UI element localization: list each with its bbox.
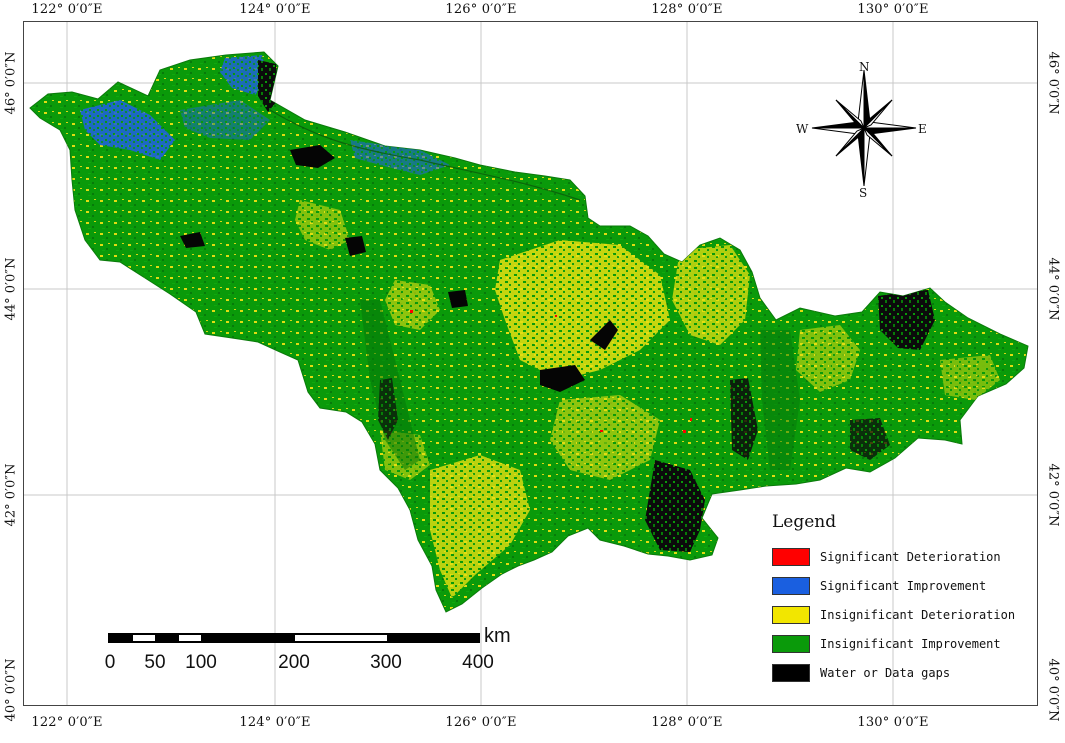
legend-label: Significant Deterioration bbox=[820, 549, 1001, 564]
water-zone-lake-4 bbox=[590, 320, 618, 350]
water-zone-southeast bbox=[645, 460, 705, 552]
yellow-zone-east bbox=[796, 325, 860, 392]
legend-item-significant-deterioration: Significant Deterioration bbox=[772, 542, 1015, 571]
water-zone-east-2 bbox=[850, 418, 890, 460]
yellow-zone-south bbox=[430, 455, 530, 598]
legend-label: Water or Data gaps bbox=[820, 665, 951, 680]
dark-green-strip-east bbox=[760, 330, 800, 470]
lat-label-left-42: 42° 0′0″N bbox=[3, 463, 19, 527]
yellow-zone-west-strip bbox=[295, 200, 350, 250]
water-zone-lake-3 bbox=[540, 365, 585, 392]
lat-label-right-46: 46° 0′0″N bbox=[1045, 51, 1061, 115]
lat-label-left-40: 40° 0′0″N bbox=[3, 658, 19, 722]
legend-label: Significant Improvement bbox=[820, 578, 987, 593]
legend: Legend Significant Deterioration Signifi… bbox=[772, 512, 1015, 687]
water-zone-lake-5 bbox=[448, 290, 468, 308]
scale-label-200: 200 bbox=[278, 652, 310, 673]
lon-label-bottom-124: 124° 0′0″E bbox=[239, 715, 311, 730]
yellow-zone-south-center bbox=[550, 395, 660, 480]
scale-segment-white-2 bbox=[179, 635, 201, 641]
blue-zone-north bbox=[220, 55, 268, 95]
water-zone-east bbox=[878, 290, 935, 350]
lon-label-bottom-130: 130° 0′0″E bbox=[857, 715, 929, 730]
legend-swatch-black bbox=[772, 663, 810, 682]
red-specks bbox=[410, 310, 692, 433]
blue-zone-northwest bbox=[80, 100, 175, 160]
scale-label-50: 50 bbox=[144, 652, 166, 673]
legend-label: Insignificant Improvement bbox=[820, 636, 1001, 651]
lat-label-left-44: 44° 0′0″N bbox=[3, 257, 19, 321]
water-zone-center-strip bbox=[730, 378, 758, 460]
compass-north-label: N bbox=[859, 60, 870, 74]
compass-south-label: S bbox=[859, 186, 868, 200]
lat-label-right-44: 44° 0′0″N bbox=[1045, 257, 1061, 321]
water-zone-lake-1 bbox=[290, 145, 335, 168]
lon-label-top-126: 126° 0′0″E bbox=[445, 2, 517, 17]
yellow-zone-west-2 bbox=[385, 280, 440, 330]
lon-label-bottom-128: 128° 0′0″E bbox=[651, 715, 723, 730]
yellow-zone-far-east bbox=[940, 355, 1000, 400]
scale-label-0: 0 bbox=[104, 652, 116, 673]
study-region bbox=[29, 51, 1029, 613]
lat-label-right-40: 40° 0′0″N bbox=[1045, 658, 1061, 722]
legend-item-significant-improvement: Significant Improvement bbox=[772, 571, 1015, 600]
lon-label-top-130: 130° 0′0″E bbox=[857, 2, 929, 17]
compass-east-label: E bbox=[918, 122, 927, 136]
scale-label-300: 300 bbox=[370, 652, 402, 673]
lat-label-right-42: 42° 0′0″N bbox=[1045, 463, 1061, 527]
legend-swatch-blue bbox=[772, 576, 810, 595]
scale-unit-label: km bbox=[484, 625, 511, 647]
lon-label-top-128: 128° 0′0″E bbox=[651, 2, 723, 17]
compass-west-label: W bbox=[796, 122, 809, 136]
blue-zone-north-2 bbox=[350, 140, 450, 175]
blue-zone-west bbox=[180, 100, 270, 140]
legend-swatch-yellow bbox=[772, 605, 810, 624]
legend-swatch-green bbox=[772, 634, 810, 653]
water-zone-west-strip bbox=[378, 378, 398, 440]
river-line bbox=[269, 109, 581, 201]
lon-label-bottom-126: 126° 0′0″E bbox=[445, 715, 517, 730]
scale-label-100: 100 bbox=[185, 652, 217, 673]
legend-swatch-red bbox=[772, 547, 810, 566]
scale-segment-white-1 bbox=[133, 635, 155, 641]
scale-bar bbox=[108, 633, 480, 643]
legend-title: Legend bbox=[772, 512, 837, 532]
water-zone-lake-2 bbox=[345, 236, 366, 256]
lat-label-left-46: 46° 0′0″N bbox=[3, 51, 19, 115]
legend-item-water-or-data-gaps: Water or Data gaps bbox=[772, 658, 1015, 687]
yellow-zone-center bbox=[495, 240, 670, 380]
lon-label-bottom-122: 122° 0′0″E bbox=[31, 715, 103, 730]
water-zone-lake-6 bbox=[180, 232, 205, 248]
lon-label-top-122: 122° 0′0″E bbox=[31, 2, 103, 17]
legend-item-insignificant-deterioration: Insignificant Deterioration bbox=[772, 600, 1015, 629]
yellow-zone-center-east bbox=[672, 245, 750, 345]
legend-item-insignificant-improvement: Insignificant Improvement bbox=[772, 629, 1015, 658]
scale-label-400: 400 bbox=[462, 652, 494, 673]
legend-label: Insignificant Deterioration bbox=[820, 607, 1016, 622]
lon-label-top-124: 124° 0′0″E bbox=[239, 2, 311, 17]
scale-segment-white-3 bbox=[295, 635, 387, 641]
north-arrow bbox=[811, 69, 917, 187]
